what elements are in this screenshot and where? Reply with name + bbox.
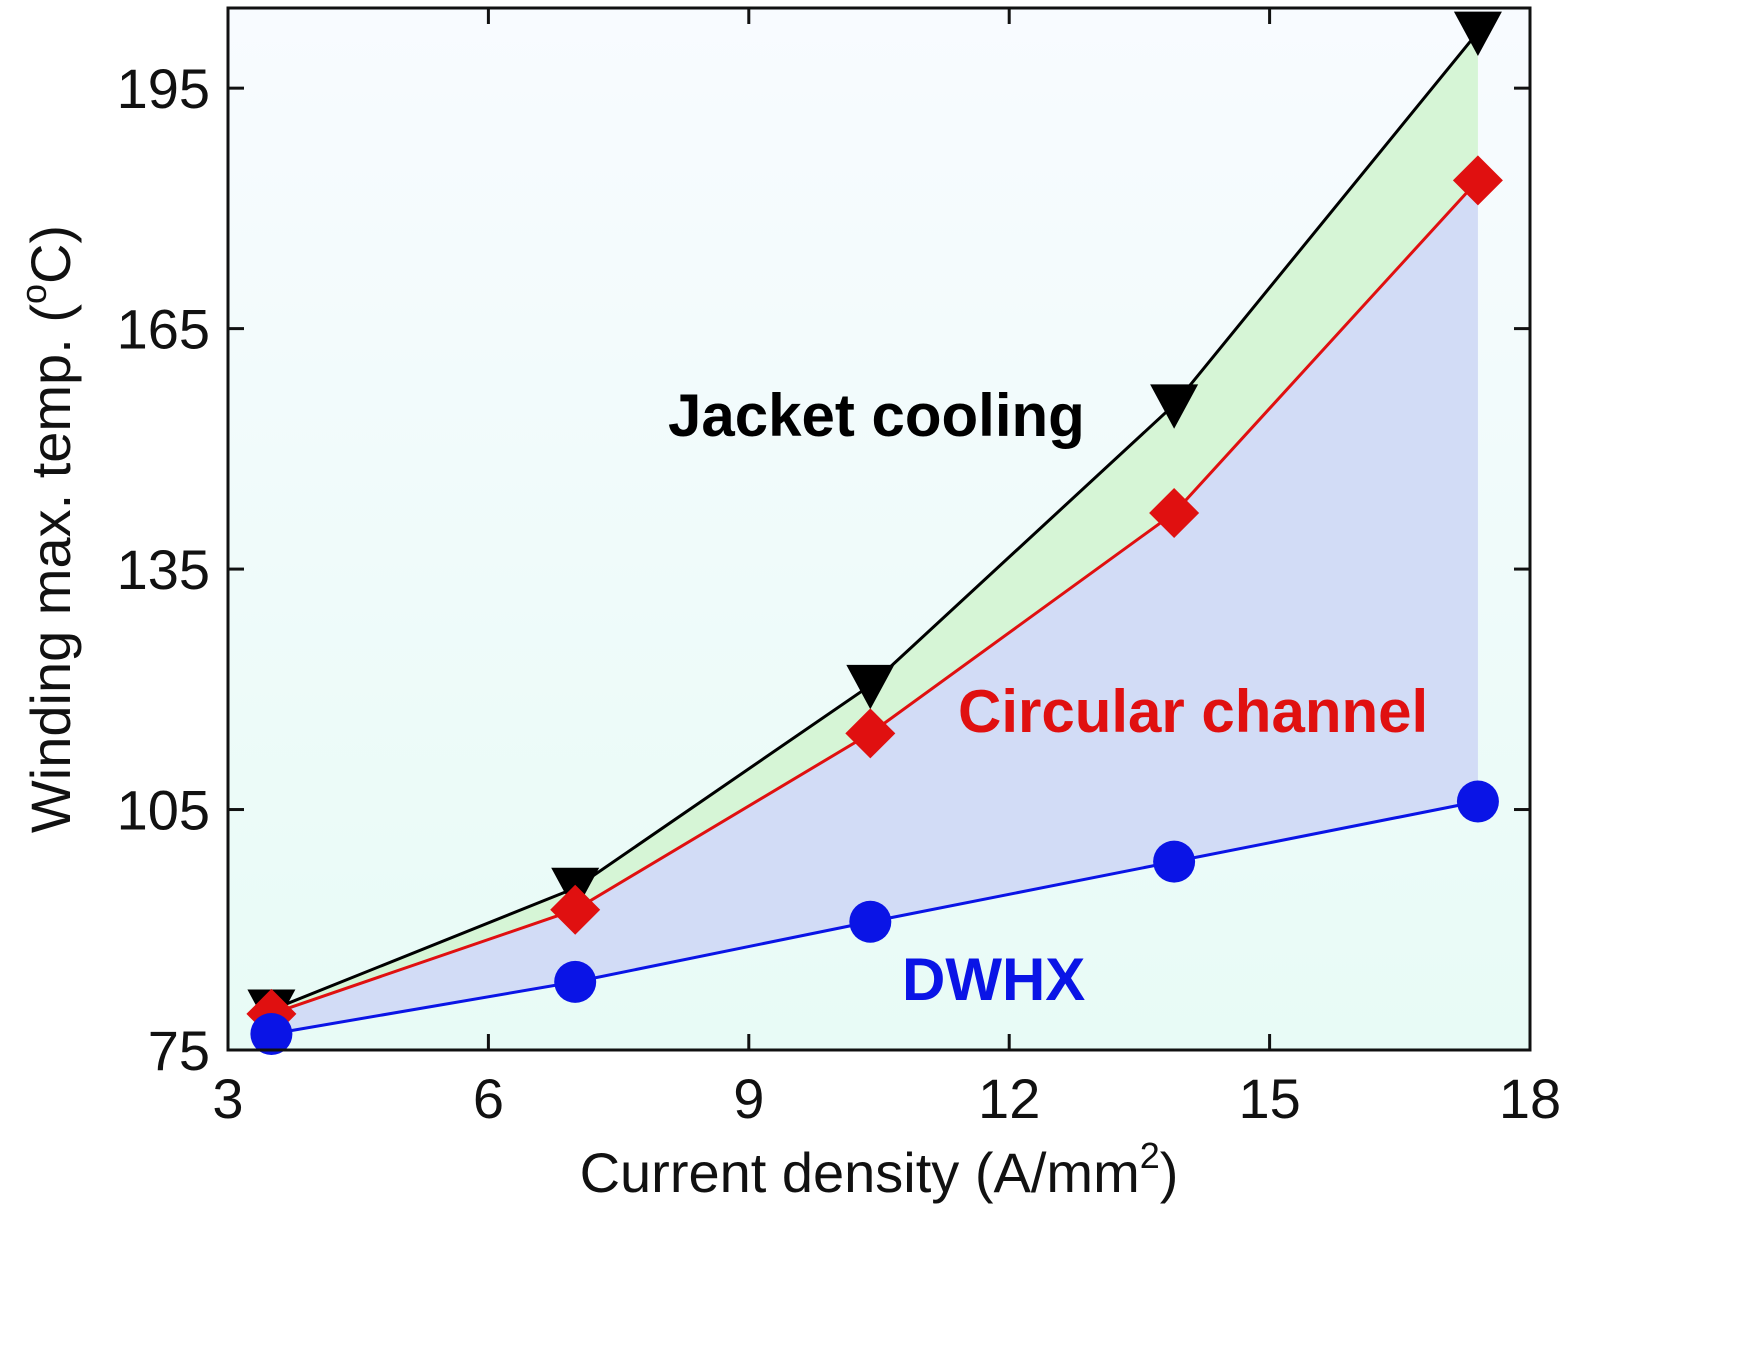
- x-tick-label: 6: [473, 1067, 504, 1130]
- y-tick-label: 135: [117, 538, 210, 601]
- plot-frame: [226, 6, 1532, 1052]
- marker-dwhx-3: [1153, 840, 1196, 883]
- x-tick-label: 18: [1499, 1067, 1561, 1130]
- marker-dwhx-0: [250, 1012, 293, 1055]
- y-tick-label: 105: [117, 779, 210, 842]
- fill-layer: [271, 32, 1478, 1034]
- y-tick-label: 75: [148, 1019, 210, 1082]
- marker-jacket-cooling-3: [1150, 384, 1199, 429]
- x-tick-label: 15: [1238, 1067, 1300, 1130]
- markers-layer: [246, 11, 1503, 1055]
- x-axis-label: Current density (A/mm2): [580, 1135, 1179, 1204]
- marker-dwhx-2: [849, 900, 892, 943]
- y-axis-label: Winding max. temp. (oC): [13, 225, 82, 833]
- x-tick-label: 9: [733, 1067, 764, 1130]
- series-label-circular-channel: Circular channel: [958, 678, 1428, 745]
- fill-band-circular-to-dwhx: [271, 180, 1478, 1034]
- marker-circular-channel-4: [1452, 155, 1503, 206]
- marker-jacket-cooling-2: [846, 664, 895, 710]
- tick-labels-layer: 3 6 9 12 15 18 75 105 135 165 195: [117, 57, 1562, 1130]
- marker-dwhx-4: [1456, 780, 1499, 823]
- marker-dwhx-1: [554, 960, 597, 1003]
- y-tick-label: 195: [117, 57, 210, 120]
- x-tick-label: 3: [212, 1067, 243, 1130]
- series-label-dwhx: DWHX: [902, 946, 1085, 1013]
- marker-circular-channel-3: [1149, 487, 1200, 538]
- marker-jacket-cooling-4: [1453, 11, 1502, 57]
- x-tick-label: 12: [978, 1067, 1040, 1130]
- marker-circular-channel-2: [845, 708, 896, 759]
- y-tick-label: 165: [117, 298, 210, 361]
- ticks-layer: [226, 8, 1532, 1052]
- marker-circular-channel-1: [550, 884, 601, 935]
- series-label-jacket-cooling: Jacket cooling: [668, 382, 1085, 449]
